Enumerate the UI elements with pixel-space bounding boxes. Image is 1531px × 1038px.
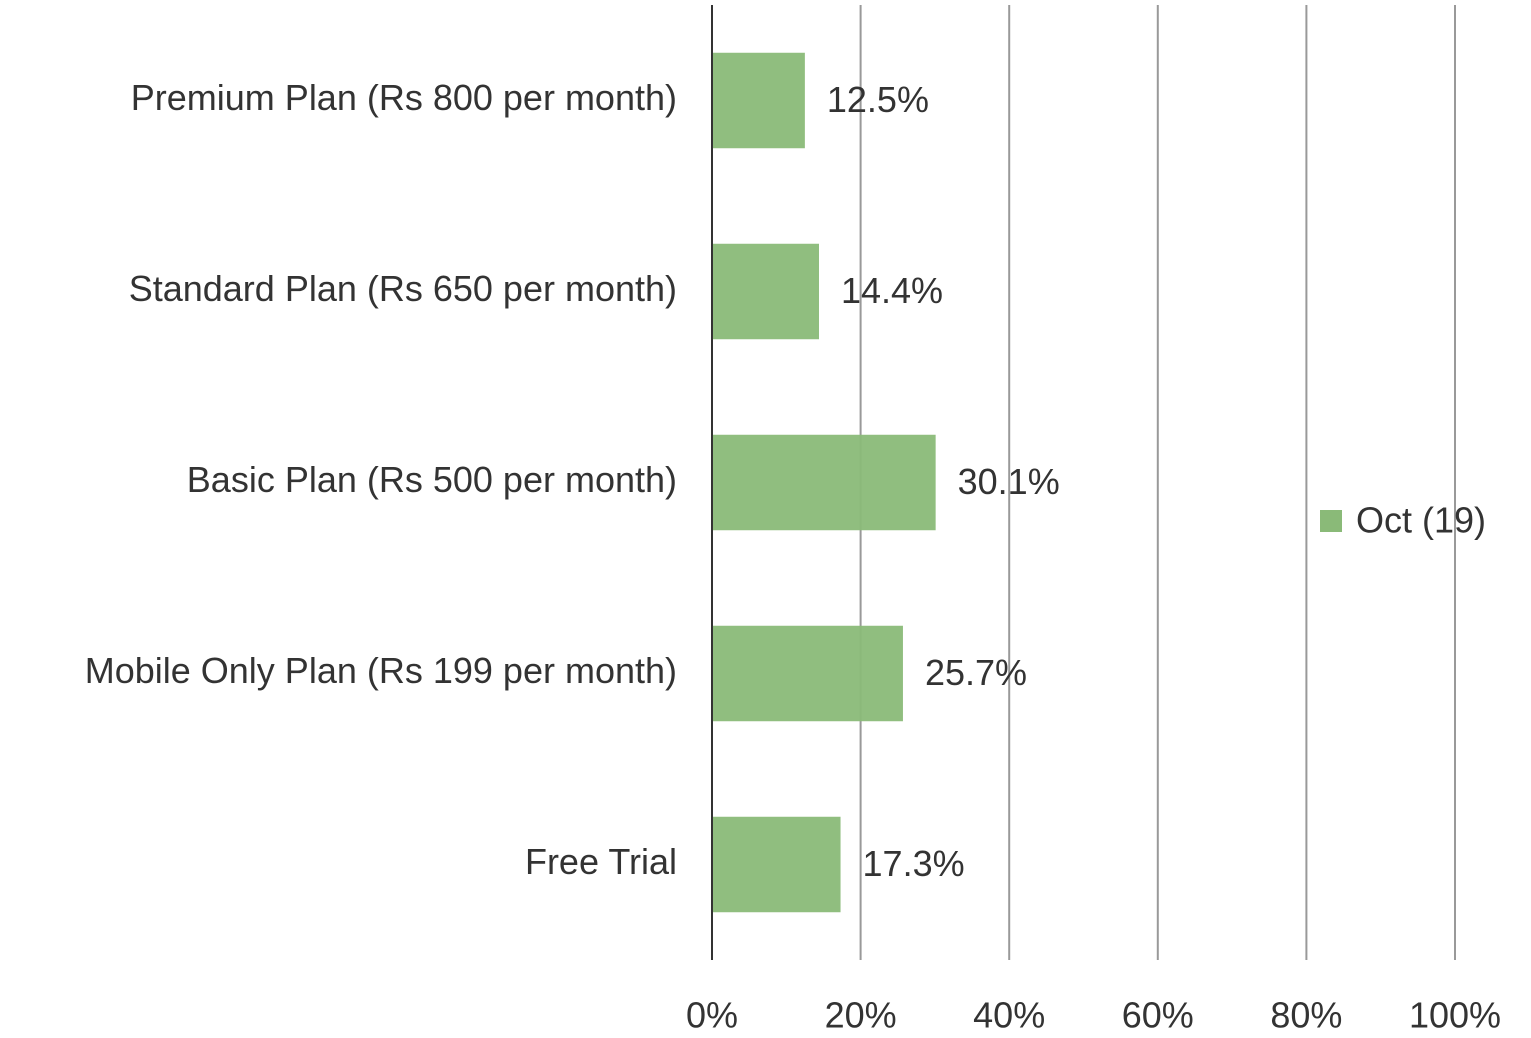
bar xyxy=(712,816,841,913)
y-tick-label: Basic Plan (Rs 500 per month) xyxy=(187,459,677,500)
x-tick-label: 100% xyxy=(1409,995,1501,1036)
legend-swatch xyxy=(1320,510,1342,532)
y-tick-label: Premium Plan (Rs 800 per month) xyxy=(131,77,677,118)
x-tick-label: 60% xyxy=(1122,995,1194,1036)
data-label: 14.4% xyxy=(841,270,943,311)
bar xyxy=(712,434,936,531)
x-tick-label: 0% xyxy=(686,995,738,1036)
data-label: 25.7% xyxy=(925,652,1027,693)
legend-label: Oct (19) xyxy=(1356,500,1486,541)
data-label: 12.5% xyxy=(827,79,929,120)
bar xyxy=(712,243,819,340)
x-tick-label: 80% xyxy=(1270,995,1342,1036)
data-label: 17.3% xyxy=(863,843,965,884)
y-tick-label: Mobile Only Plan (Rs 199 per month) xyxy=(85,650,677,691)
x-tick-label: 20% xyxy=(825,995,897,1036)
bar xyxy=(712,625,903,722)
bar xyxy=(712,52,805,149)
x-tick-label: 40% xyxy=(973,995,1045,1036)
y-tick-label: Free Trial xyxy=(525,841,677,882)
y-tick-label: Standard Plan (Rs 650 per month) xyxy=(129,268,677,309)
data-label: 30.1% xyxy=(958,461,1060,502)
